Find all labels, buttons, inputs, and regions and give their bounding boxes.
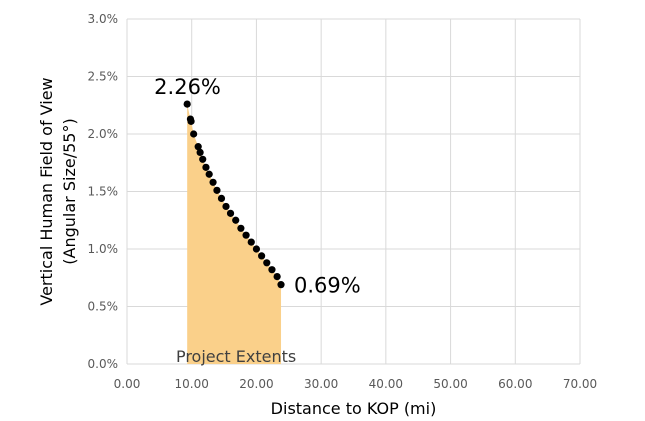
x-tick-label: 20.00 <box>239 377 273 391</box>
data-label: 2.26% <box>154 75 221 99</box>
y-tick-label: 0.5% <box>88 300 119 314</box>
x-tick-label: 70.00 <box>563 377 597 391</box>
project-extents-area <box>187 104 282 364</box>
x-tick-label: 0.00 <box>114 377 141 391</box>
data-point <box>277 281 285 289</box>
data-point <box>226 209 235 217</box>
y-tick-label: 2.5% <box>88 70 119 84</box>
data-point <box>209 178 217 186</box>
tick-labels: 0.00 10.00 20.00 30.00 40.00 50.00 60.00 70.00 0… <box>88 12 598 391</box>
project-extents-label: Project Extents <box>176 347 296 366</box>
data-point <box>194 143 202 151</box>
x-tick-label: 60.00 <box>498 377 532 391</box>
data-point <box>247 238 255 246</box>
data-point <box>252 245 261 253</box>
data-point <box>263 259 271 267</box>
data-point <box>196 148 204 156</box>
data-label: 0.69% <box>294 274 361 298</box>
y-axis-title-line-2: (Angular Size/55°) <box>60 118 79 264</box>
x-tick-label: 50.00 <box>433 377 467 391</box>
x-tick-label: 30.00 <box>304 377 338 391</box>
y-axis-title-line-1: Vertical Human Field of View <box>37 77 56 305</box>
data-point <box>237 224 245 232</box>
data-point <box>187 117 195 125</box>
data-point <box>258 252 266 260</box>
data-point <box>232 216 240 224</box>
data-point <box>242 231 250 239</box>
data-point <box>222 202 230 211</box>
y-tick-label: 1.0% <box>88 242 119 256</box>
data-point <box>202 163 210 171</box>
x-tick-label: 10.00 <box>175 377 209 391</box>
shaded-area <box>187 104 282 364</box>
y-tick-label: 1.5% <box>88 185 119 199</box>
x-tick-label: 40.00 <box>369 377 403 391</box>
y-tick-label: 0.0% <box>88 357 119 371</box>
y-tick-label: 2.0% <box>88 127 119 141</box>
data-point <box>190 130 198 138</box>
data-point <box>268 266 276 274</box>
data-point <box>213 186 221 194</box>
y-tick-label: 3.0% <box>88 12 119 26</box>
x-axis-title: Distance to KOP (mi) <box>271 399 437 418</box>
data-point <box>199 155 207 163</box>
data-points <box>183 100 285 289</box>
data-point <box>205 170 213 178</box>
data-point <box>183 100 191 108</box>
data-point <box>273 273 281 281</box>
data-point <box>217 194 226 202</box>
annotations: 2.26% 0.69% <box>154 75 361 298</box>
